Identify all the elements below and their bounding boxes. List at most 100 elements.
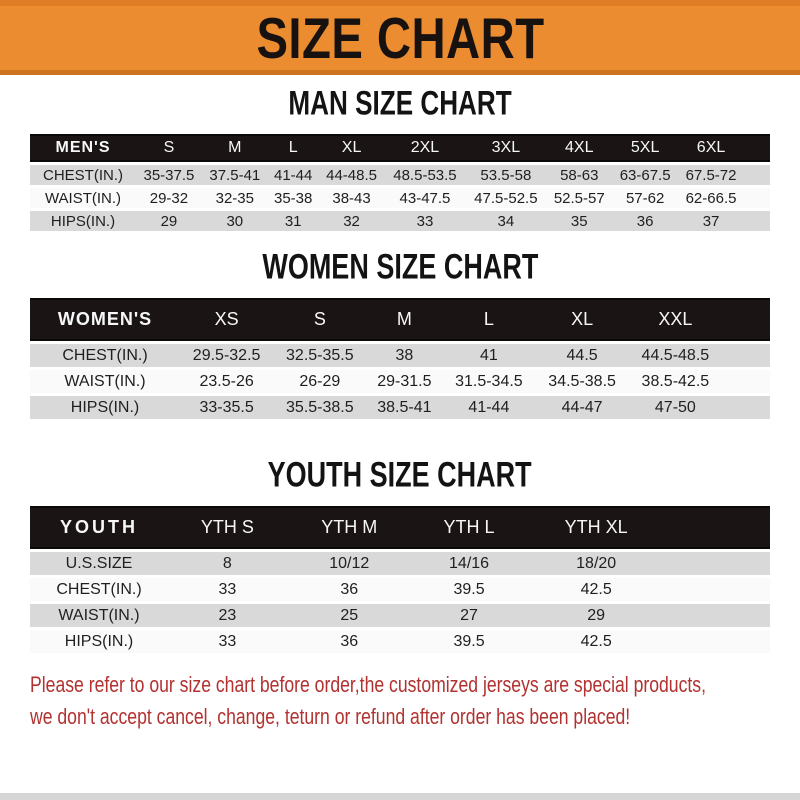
row-label: HIPS(IN.) <box>30 627 168 653</box>
size-column-header: 6XL <box>678 134 744 162</box>
size-value-cell: 27 <box>411 601 527 627</box>
row-filler <box>666 627 770 653</box>
man-size-table: MEN'S S M L XL 2XL 3XL 4XL 5XL 6XL CHEST(IN.) 35-37… <box>30 134 770 231</box>
size-value-cell: 37.5-41 <box>201 162 268 185</box>
size-value-cell: 39.5 <box>411 575 527 601</box>
size-value-cell: 36 <box>612 208 679 231</box>
size-value-cell: 42.5 <box>526 575 666 601</box>
size-column-header: XL <box>535 298 629 341</box>
size-value-cell: 35-38 <box>267 185 319 208</box>
row-filler <box>666 549 770 575</box>
measurement-row: HIPS(IN.) 33 36 39.5 42.5 <box>30 627 770 653</box>
size-value-cell: 32-35 <box>201 185 268 208</box>
size-value-cell: 43-47.5 <box>384 185 466 208</box>
row-label: CHEST(IN.) <box>30 575 168 601</box>
disclaimer-line-1: Please refer to our size chart before or… <box>30 672 706 697</box>
size-value-cell: 33 <box>168 627 287 653</box>
youth-section-heading: YOUTH SIZE CHART <box>0 455 800 495</box>
row-label: HIPS(IN.) <box>30 393 180 419</box>
size-value-cell: 32.5-35.5 <box>273 341 367 367</box>
measurement-row: WAIST(IN.) 23 25 27 29 <box>30 601 770 627</box>
table-header-row: WOMEN'S XS S M L XL XXL <box>30 298 770 341</box>
size-column-header: YTH S <box>168 506 287 549</box>
size-value-cell: 62-66.5 <box>678 185 744 208</box>
row-label: CHEST(IN.) <box>30 341 180 367</box>
size-value-cell: 38-43 <box>318 185 385 208</box>
banner-title: SIZE CHART <box>255 5 545 71</box>
measurement-row: HIPS(IN.) 33-35.5 35.5-38.5 38.5-41 41-44 44-… <box>30 393 770 419</box>
row-filler <box>666 575 770 601</box>
table-header-label: WOMEN'S <box>30 298 180 341</box>
size-column-header: YTH XL <box>526 506 666 549</box>
size-column-header: 5XL <box>612 134 679 162</box>
youth-section-heading-text: YOUTH SIZE CHART <box>267 455 533 495</box>
row-label: WAIST(IN.) <box>30 367 180 393</box>
measurement-row: WAIST(IN.) 29-32 32-35 35-38 38-43 43-47.5 47.… <box>30 185 770 208</box>
table-header-label: MEN'S <box>30 134 136 162</box>
size-column-header: XS <box>180 298 274 341</box>
size-value-cell: 26-29 <box>273 367 367 393</box>
man-section-heading: MAN SIZE CHART <box>0 85 800 123</box>
disclaimer-line-2: we don't accept cancel, change, teturn o… <box>30 704 631 729</box>
women-section-heading: WOMEN SIZE CHART <box>0 248 800 287</box>
size-chart-banner: SIZE CHART <box>0 0 800 75</box>
size-value-cell: 14/16 <box>411 549 527 575</box>
size-value-cell: 33-35.5 <box>180 393 274 419</box>
row-label: CHEST(IN.) <box>30 162 136 185</box>
size-value-cell: 63-67.5 <box>612 162 679 185</box>
row-filler <box>744 185 770 208</box>
size-value-cell: 29-32 <box>136 185 202 208</box>
size-value-cell: 29 <box>526 601 666 627</box>
size-value-cell: 41-44 <box>267 162 319 185</box>
measurement-row: HIPS(IN.) 29 30 31 32 33 34 35 36 37 <box>30 208 770 231</box>
size-value-cell: 47-50 <box>628 393 722 419</box>
size-value-cell: 48.5-53.5 <box>384 162 466 185</box>
size-value-cell: 36 <box>286 575 412 601</box>
size-value-cell: 52.5-57 <box>546 185 613 208</box>
disclaimer-note: Please refer to our size chart before or… <box>30 669 800 733</box>
size-value-cell: 29 <box>136 208 202 231</box>
women-size-chart-section: WOMEN SIZE CHART WOMEN'S XS S M L XL XXL CHEST(… <box>0 248 800 419</box>
measurement-row: WAIST(IN.) 23.5-26 26-29 29-31.5 31.5-34.5 34… <box>30 367 770 393</box>
size-value-cell: 29-31.5 <box>366 367 443 393</box>
size-column-header: 4XL <box>546 134 613 162</box>
size-column-header: 3XL <box>465 134 547 162</box>
measurement-row: CHEST(IN.) 35-37.5 37.5-41 41-44 44-48.5 48.5… <box>30 162 770 185</box>
size-value-cell: 35 <box>546 208 613 231</box>
row-filler <box>722 393 770 419</box>
row-label: U.S.SIZE <box>30 549 168 575</box>
size-value-cell: 39.5 <box>411 627 527 653</box>
size-value-cell: 53.5-58 <box>465 162 547 185</box>
size-value-cell: 67.5-72 <box>678 162 744 185</box>
size-value-cell: 23.5-26 <box>180 367 274 393</box>
size-column-header: M <box>201 134 268 162</box>
size-value-cell: 18/20 <box>526 549 666 575</box>
size-value-cell: 47.5-52.5 <box>465 185 547 208</box>
table-header-row: MEN'S S M L XL 2XL 3XL 4XL 5XL 6XL <box>30 134 770 162</box>
size-value-cell: 31.5-34.5 <box>442 367 536 393</box>
size-column-header: YTH L <box>411 506 527 549</box>
size-column-header: L <box>442 298 536 341</box>
size-column-header: XL <box>318 134 385 162</box>
size-value-cell: 58-63 <box>546 162 613 185</box>
youth-size-chart-section: YOUTH SIZE CHART YOUTH YTH S YTH M YTH L YTH… <box>0 455 800 653</box>
table-header-label: YOUTH <box>30 506 168 549</box>
size-value-cell: 44-47 <box>535 393 629 419</box>
size-value-cell: 38.5-42.5 <box>628 367 722 393</box>
row-label: HIPS(IN.) <box>30 208 136 231</box>
size-value-cell: 29.5-32.5 <box>180 341 274 367</box>
size-value-cell: 34 <box>465 208 547 231</box>
header-filler <box>722 298 770 341</box>
size-value-cell: 44.5 <box>535 341 629 367</box>
size-column-header: 2XL <box>384 134 466 162</box>
size-value-cell: 38.5-41 <box>366 393 443 419</box>
size-value-cell: 32 <box>318 208 385 231</box>
size-value-cell: 41 <box>442 341 536 367</box>
size-value-cell: 33 <box>168 575 287 601</box>
size-value-cell: 35.5-38.5 <box>273 393 367 419</box>
size-value-cell: 31 <box>267 208 319 231</box>
measurement-row: U.S.SIZE 8 10/12 14/16 18/20 <box>30 549 770 575</box>
row-filler <box>666 601 770 627</box>
table-header-row: YOUTH YTH S YTH M YTH L YTH XL <box>30 506 770 549</box>
size-value-cell: 44.5-48.5 <box>628 341 722 367</box>
